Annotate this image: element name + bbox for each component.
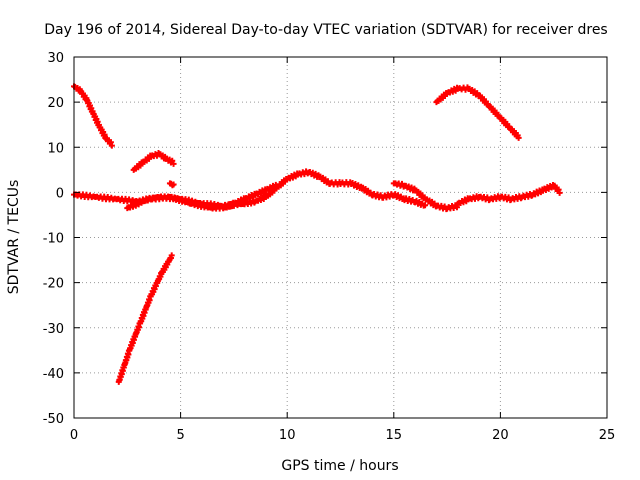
data-point — [422, 202, 429, 209]
plot-frame — [73, 56, 608, 419]
y-tick-label: 30 — [47, 51, 64, 66]
chart-title: Day 196 of 2014, Sidereal Day-to-day VTE… — [44, 22, 607, 38]
series-arc-10 — [433, 84, 522, 141]
x-tick-label: 25 — [599, 428, 616, 443]
data-point — [170, 160, 177, 167]
series-arc-2 — [115, 252, 175, 385]
y-axis-title: SDTVAR / TECUs — [6, 180, 22, 295]
data-point — [515, 134, 522, 141]
series-arc-7 — [220, 181, 279, 212]
y-tick-label: -50 — [43, 412, 64, 427]
grid — [74, 57, 607, 418]
x-tick-label: 5 — [176, 428, 184, 443]
data-point — [556, 189, 563, 196]
x-tick-label: 0 — [70, 428, 78, 443]
series-arc-3 — [130, 150, 177, 173]
data-point — [272, 181, 279, 188]
y-tick-label: 0 — [56, 186, 64, 201]
y-tick-label: -40 — [43, 367, 64, 382]
series-arc-11 — [166, 180, 177, 189]
x-axis-title: GPS time / hours — [281, 458, 398, 474]
y-tick-label: -10 — [43, 232, 64, 247]
series-arc-8 — [390, 180, 460, 213]
y-tick-label: -20 — [43, 277, 64, 292]
y-tick-label: 10 — [47, 141, 64, 156]
x-tick-label: 10 — [279, 428, 296, 443]
series-arc-6 — [252, 168, 429, 209]
data-point — [168, 252, 175, 259]
axis-ticks: 0 5 10 15 20 25 -50 -40 -30 -20 -10 0 10 20 30 — [43, 51, 616, 443]
x-tick-label: 15 — [386, 428, 403, 443]
series-arc-9 — [454, 182, 563, 207]
y-tick-label: -30 — [43, 322, 64, 337]
series-arc-1 — [71, 83, 115, 149]
data-point — [169, 157, 176, 164]
data-point — [108, 142, 115, 149]
data-series — [71, 83, 563, 385]
data-point — [170, 181, 177, 188]
y-tick-label: 20 — [47, 96, 64, 111]
x-tick-label: 20 — [492, 428, 509, 443]
